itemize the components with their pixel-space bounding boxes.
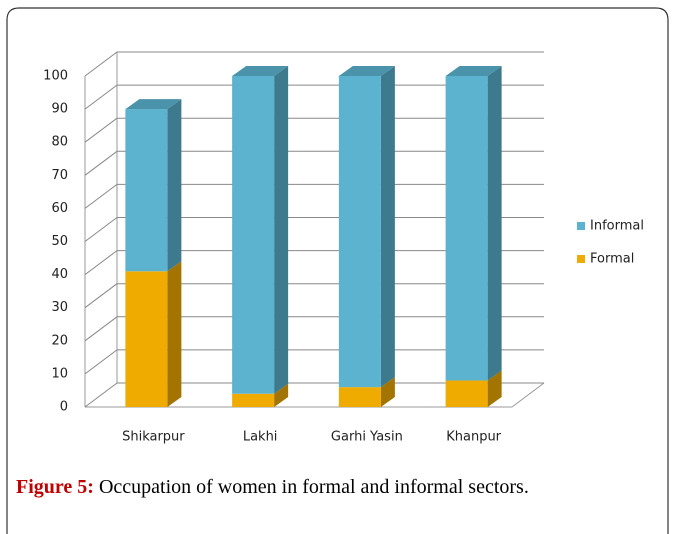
bar	[445, 380, 488, 407]
frame	[6, 7, 669, 534]
bar-side	[380, 66, 395, 388]
bar-top	[445, 66, 502, 76]
bar-top	[125, 99, 182, 110]
y-tick-label: 20	[51, 333, 68, 348]
grid-line	[84, 217, 118, 242]
bar	[232, 76, 275, 394]
grid-line	[84, 316, 118, 342]
grid-line	[84, 183, 118, 209]
caption-label: Figure 5:	[16, 476, 94, 498]
grid-line	[84, 150, 118, 176]
bar-side	[167, 99, 182, 272]
y-tick-label: 40	[51, 267, 68, 282]
bar	[338, 76, 381, 388]
grid-line	[84, 283, 118, 309]
y-tick-label: 90	[51, 102, 68, 117]
grid-line	[84, 349, 118, 375]
y-tick-label: 0	[60, 400, 68, 415]
bar	[338, 387, 381, 407]
grid-line	[84, 382, 118, 408]
bar-top	[338, 66, 395, 76]
y-tick-label: 80	[51, 135, 68, 150]
grid-line	[84, 84, 118, 110]
bar	[232, 393, 275, 407]
y-tick-label: 60	[51, 201, 68, 216]
grid-line	[84, 250, 118, 276]
floor-edge	[511, 382, 545, 408]
legend-label: Formal	[590, 252, 634, 267]
bar	[445, 76, 488, 381]
bar-side	[167, 261, 182, 407]
x-tick-label: Garhi Yasin	[331, 430, 403, 445]
bar-side	[380, 377, 395, 407]
bar-side	[274, 383, 289, 407]
bar-side	[487, 66, 502, 381]
legend-swatch	[577, 222, 585, 230]
y-tick-label: 10	[51, 366, 68, 381]
x-tick-label: Khanpur	[446, 430, 501, 445]
caption-text: Occupation of women in formal and inform…	[99, 476, 529, 498]
caption: Figure 5: Occupation of women in formal a…	[16, 476, 529, 498]
bar	[125, 271, 168, 407]
legend-label: Informal	[590, 219, 644, 234]
x-tick-label: Lakhi	[243, 430, 278, 445]
y-tick-label: 70	[51, 168, 68, 183]
bar	[125, 109, 168, 272]
grid-line	[84, 117, 118, 143]
grid-line	[84, 51, 118, 77]
legend-swatch	[577, 255, 585, 263]
y-tick-label: 30	[51, 300, 68, 315]
x-tick-label: Shikarpur	[122, 430, 185, 445]
bar-side	[487, 370, 502, 407]
bar-top	[232, 66, 289, 76]
y-tick-label: 50	[51, 234, 68, 249]
y-tick-label: 100	[43, 69, 68, 84]
bar-side	[274, 66, 289, 394]
